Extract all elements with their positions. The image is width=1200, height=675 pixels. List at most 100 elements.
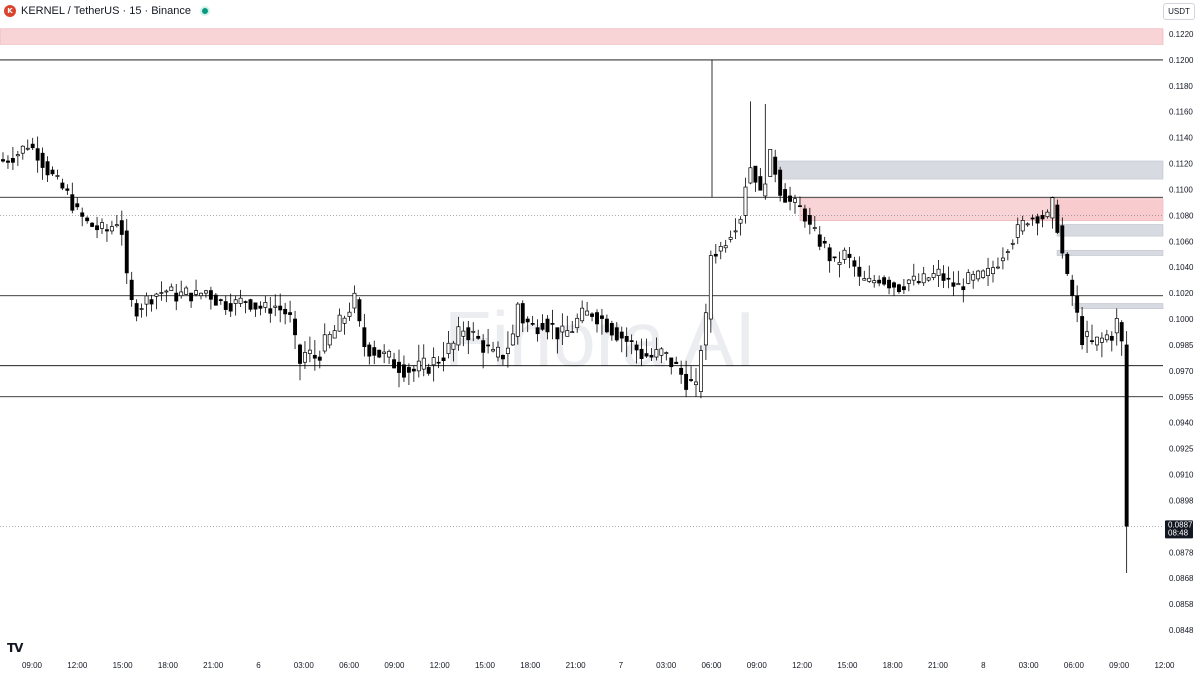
candle-body [788,195,793,202]
candle-body [1020,220,1025,232]
candle-body [812,227,817,229]
candle-body [204,290,208,294]
candle-body [233,299,238,304]
candle-body [307,349,312,354]
x-tick-label: 06:00 [701,661,722,670]
candle-body [793,198,797,203]
candle-body [481,340,486,353]
candle-body [852,260,857,267]
candle-body [1094,336,1099,346]
candle-body [70,194,75,211]
y-tick-label: 0.0925 [1169,445,1194,454]
candle-body [768,148,773,177]
candle-body [208,290,213,300]
candle-body [713,253,718,257]
candle-body [154,293,159,297]
candle-body [887,279,892,289]
candle-body [694,381,698,386]
candle-body [901,286,906,291]
y-tick-label: 0.0985 [1169,341,1194,350]
candle-body [698,350,703,392]
candle-body [728,236,733,240]
y-tick-label: 0.0955 [1169,393,1194,402]
candle-body [515,303,520,337]
candle-body [644,353,649,357]
zone-neutral [777,160,1164,180]
candle-body [273,305,278,308]
candle-body [1040,215,1045,220]
candle-body [50,169,55,175]
candle-body [877,279,882,284]
candle-body [862,278,867,281]
candle-body [486,344,491,347]
candle-body [1,159,5,162]
candle-body [986,267,991,276]
candle-body [837,261,842,265]
candle-body [961,286,966,291]
candle-body [1119,322,1124,342]
candle-body [471,330,476,333]
candle-body [956,283,961,286]
candle-body [778,169,783,196]
candle-body [337,314,342,332]
candle-body [327,334,332,346]
candle-body [580,307,585,322]
x-tick-label: 15:00 [475,661,496,670]
candle-body [936,268,941,276]
candle-body [80,212,85,217]
x-tick-label: 8 [981,661,986,670]
candle-body [293,318,298,336]
candle-body [1015,224,1020,238]
candle-body [1075,295,1080,313]
candle-body [124,230,129,274]
candle-body [991,267,995,275]
zone-supply-overlay [1057,199,1163,221]
candle-body [25,147,30,150]
candle-body [15,154,20,157]
candle-body [599,315,604,319]
candle-body [377,349,382,358]
candle-body [604,318,609,333]
candle-body [1109,335,1114,341]
candle-body [669,357,674,368]
candle-body [367,344,372,357]
candle-body [629,340,634,342]
kernel-logo-icon: K [4,5,16,17]
candle-body [535,327,540,335]
candle-body [332,330,337,339]
candle-body [1055,204,1060,233]
candle-body [10,158,15,163]
candle-body [342,317,347,324]
candle-body [733,230,738,233]
currency-button[interactable]: USDT [1163,3,1195,20]
candle-body [976,270,981,280]
candle-body [144,295,149,305]
candle-body [753,165,758,183]
candle-body [738,218,743,224]
y-tick-label: 0.0940 [1169,419,1194,428]
candle-body [134,303,139,317]
x-tick-label: 15:00 [837,661,858,670]
candle-body [911,275,916,281]
candle-body [461,330,466,337]
candle-body [406,367,411,373]
candle-body [703,312,708,346]
candle-body [664,352,669,354]
symbol-title[interactable]: KERNEL / TetherUS · 15 · Binance [21,5,191,17]
candle-body [555,327,560,340]
x-tick-label: 12:00 [67,661,88,670]
candle-body [95,225,99,231]
candle-body [797,205,802,208]
x-tick-label: 09:00 [22,661,43,670]
candle-body [1060,225,1065,254]
candle-body [90,222,95,227]
candle-body [971,274,976,281]
candle-body [397,361,401,373]
candle-body [1114,318,1119,334]
candle-body [550,323,555,325]
y-tick-label: 0.1200 [1169,56,1194,65]
candle-body [649,354,654,358]
candle-body [679,367,684,375]
candle-body [560,325,565,333]
